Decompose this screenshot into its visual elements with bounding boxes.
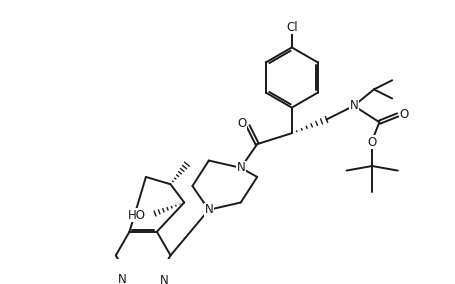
Text: O: O xyxy=(237,117,246,130)
Text: N: N xyxy=(236,161,245,174)
Text: N: N xyxy=(349,99,358,112)
Text: N: N xyxy=(204,203,213,216)
Text: O: O xyxy=(399,108,408,122)
Text: O: O xyxy=(367,136,376,149)
Text: N: N xyxy=(118,273,126,284)
Text: Cl: Cl xyxy=(285,21,297,34)
Text: N: N xyxy=(159,274,168,284)
Text: HO: HO xyxy=(128,209,146,222)
